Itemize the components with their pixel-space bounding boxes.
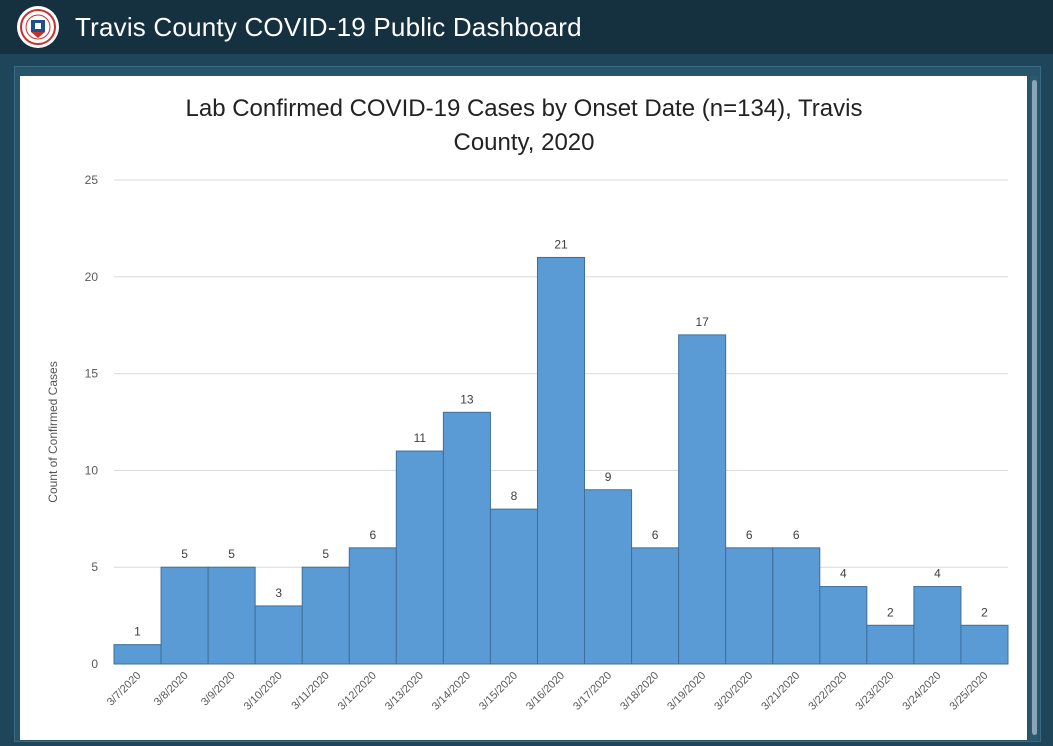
dashboard-header: Travis County COVID-19 Public Dashboard [0, 0, 1053, 54]
data-label: 9 [605, 470, 612, 484]
y-tick-label: 25 [85, 173, 99, 187]
x-tick-label: 3/10/2020 [242, 670, 285, 713]
x-tick-label: 3/21/2020 [759, 670, 802, 713]
y-tick-label: 20 [85, 270, 99, 284]
y-tick-label: 10 [85, 463, 99, 477]
bar[interactable] [348, 547, 397, 665]
x-tick-label: 3/14/2020 [430, 670, 473, 713]
data-label: 8 [511, 489, 518, 503]
bar[interactable] [536, 256, 586, 665]
y-tick-label: 5 [91, 560, 98, 574]
x-tick-label: 3/11/2020 [289, 670, 332, 713]
scrollbar-thumb[interactable] [1032, 80, 1037, 735]
bar[interactable] [113, 644, 162, 665]
data-label: 6 [746, 528, 753, 542]
bar[interactable] [301, 566, 350, 665]
data-label: 17 [695, 315, 709, 329]
page-title: Travis County COVID-19 Public Dashboard [75, 11, 582, 42]
x-tick-label: 3/23/2020 [853, 670, 896, 713]
bar[interactable] [207, 566, 256, 665]
data-label: 4 [840, 567, 847, 581]
bar[interactable] [866, 624, 915, 665]
x-tick-label: 3/22/2020 [806, 670, 849, 713]
x-tick-labels: 3/7/2020 3/8/2020 3/9/2020 3/10/2020 3/11/20… [105, 670, 991, 713]
y-tick-labels: 0 5 10 15 20 25 [85, 173, 99, 671]
chart-title-line-1: Lab Confirmed COVID-19 Cases by Onset Da… [186, 95, 863, 122]
data-label: 5 [228, 547, 235, 561]
x-tick-label: 3/17/2020 [571, 670, 614, 713]
data-label: 4 [934, 567, 941, 581]
bar[interactable] [489, 508, 538, 665]
data-label: 6 [793, 528, 800, 542]
bars [113, 256, 1009, 665]
data-label: 2 [981, 605, 988, 619]
bar[interactable] [395, 450, 444, 665]
bar[interactable] [160, 566, 209, 665]
data-label: 11 [414, 431, 427, 445]
bar[interactable] [960, 624, 1009, 665]
data-label: 13 [460, 392, 474, 406]
data-label: 1 [134, 625, 141, 639]
chart-panel: Lab Confirmed COVID-19 Cases by Onset Da… [20, 76, 1027, 740]
bar[interactable] [254, 605, 303, 665]
y-axis-label: Count of Confirmed Cases [46, 361, 60, 502]
bar[interactable] [442, 411, 491, 665]
bar[interactable] [584, 489, 633, 665]
data-label: 2 [887, 605, 894, 619]
x-tick-label: 3/13/2020 [383, 670, 426, 713]
bar[interactable] [678, 334, 727, 665]
x-tick-label: 3/19/2020 [665, 670, 708, 713]
data-label: 5 [181, 547, 188, 561]
x-tick-label: 3/15/2020 [477, 670, 520, 713]
x-tick-label: 3/9/2020 [199, 670, 238, 709]
bar[interactable] [772, 547, 821, 665]
chart-title-line-2: County, 2020 [454, 129, 595, 156]
bar[interactable] [913, 586, 962, 665]
county-seal-icon[interactable] [17, 6, 59, 48]
data-label: 5 [322, 547, 329, 561]
y-tick-label: 15 [85, 367, 99, 381]
x-tick-label: 3/24/2020 [900, 670, 943, 713]
bar[interactable] [725, 547, 774, 665]
bar[interactable] [819, 586, 868, 665]
y-tick-label: 0 [91, 657, 98, 671]
data-label: 3 [275, 586, 282, 600]
data-label: 6 [652, 528, 659, 542]
x-tick-label: 3/18/2020 [618, 670, 661, 713]
bar[interactable] [631, 547, 680, 665]
x-tick-label: 3/16/2020 [524, 670, 567, 713]
cases-bar-chart: Lab Confirmed COVID-19 Cases by Onset Da… [46, 95, 1009, 713]
x-tick-label: 3/7/2020 [105, 670, 144, 709]
x-tick-label: 3/12/2020 [336, 670, 379, 713]
data-label: 21 [554, 237, 568, 251]
x-tick-label: 3/8/2020 [152, 670, 191, 709]
data-labels: 1 5 5 3 5 6 11 13 8 21 9 6 17 6 6 4 2 4 2 [134, 237, 988, 638]
data-label: 6 [369, 528, 376, 542]
x-tick-label: 3/20/2020 [712, 670, 755, 713]
x-tick-label: 3/25/2020 [948, 670, 991, 713]
